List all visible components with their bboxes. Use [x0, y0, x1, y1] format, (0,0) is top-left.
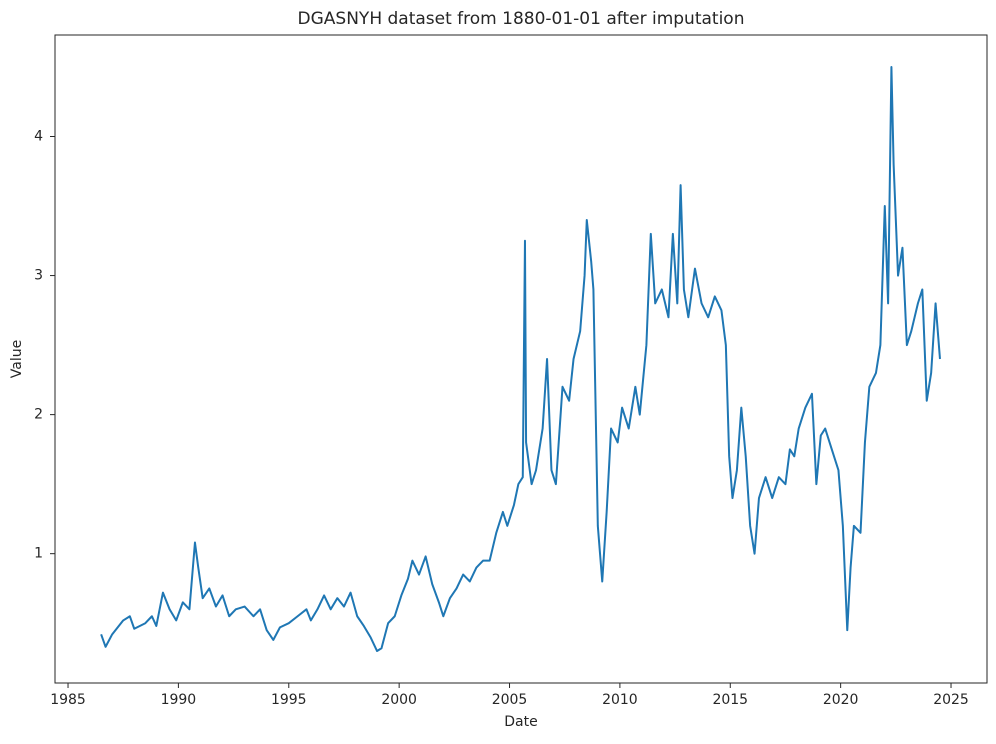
y-tick-label: 4: [34, 129, 43, 145]
y-tick-label: 1: [34, 546, 43, 562]
y-tick-label: 2: [34, 407, 43, 423]
x-tick-label: 1995: [271, 692, 307, 708]
x-tick-label: 2015: [712, 692, 748, 708]
x-tick-label: 1990: [161, 692, 197, 708]
x-tick-label: 2025: [933, 692, 969, 708]
data-line: [100, 65, 941, 653]
x-axis-label: Date: [504, 714, 537, 730]
x-tick-label: 2005: [492, 692, 528, 708]
x-tick-label: 1985: [50, 692, 86, 708]
x-tick-label: 2000: [381, 692, 417, 708]
plot-frame: [54, 34, 988, 684]
x-tick-label: 2020: [823, 692, 859, 708]
chart-title: DGASNYH dataset from 1880-01-01 after im…: [298, 9, 745, 29]
x-tick-label: 2010: [602, 692, 638, 708]
y-tick-label: 3: [34, 268, 43, 284]
y-axis-label: Value: [9, 340, 25, 378]
